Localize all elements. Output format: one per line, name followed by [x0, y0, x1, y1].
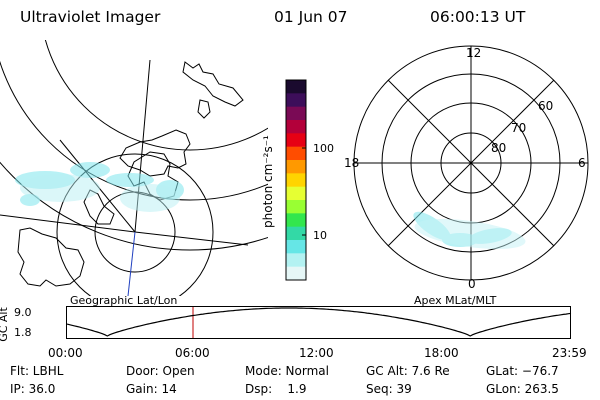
lat-circle [44, 40, 268, 151]
status-filter: Flt: LBHL [10, 364, 64, 378]
time-tick-0000: 00:00 [48, 346, 83, 360]
status-seq: Seq: 39 [366, 382, 412, 396]
mlat-70-label: 70 [511, 121, 527, 135]
geographic-caption: Geographic Lat/Lon [70, 294, 178, 307]
time-label: 06:00:13 UT [430, 8, 526, 26]
coastline [119, 129, 191, 177]
colorbar-segment [286, 186, 306, 201]
altitude-curve [66, 307, 572, 337]
colorbar-unit-label: photon cm⁻²s⁻¹ [261, 135, 275, 228]
colorbar: photon cm⁻²s⁻¹ [261, 79, 307, 281]
mlat-80-label: 80 [491, 141, 507, 155]
colorbar-segment [286, 106, 306, 121]
colorbar-segment [286, 146, 306, 161]
colorbar-segment [286, 226, 306, 241]
apex-polar-plot [353, 45, 589, 281]
colorbar-segment [286, 80, 306, 94]
colorbar-tick-10: 10 [313, 229, 327, 242]
colorbar-tick-100: 100 [313, 142, 334, 155]
colorbar-segment [286, 120, 306, 134]
altitude-ylabel: GC Alt [0, 307, 10, 342]
status-gc-alt: GC Alt: 7.6 Re [366, 364, 450, 378]
mlt-6-label: 6 [578, 156, 586, 170]
coastline [83, 189, 115, 225]
status-glon: GLon: 263.5 [486, 382, 559, 396]
time-tick-1800: 18:00 [424, 346, 459, 360]
colorbar-gradient [286, 80, 306, 281]
status-gain: Gain: 14 [126, 382, 177, 396]
colorbar-segment [286, 160, 306, 174]
meridian-line [0, 214, 136, 233]
altitude-ytick-1-8: 1.8 [14, 326, 32, 339]
lat-circle [56, 153, 214, 296]
meridian-line [127, 231, 136, 296]
lat-circle [0, 60, 268, 201]
meridian-line [134, 231, 249, 246]
apex-caption: Apex MLat/MLT [414, 294, 497, 307]
colorbar-segment [286, 253, 306, 268]
altitude-ytick-9: 9.0 [14, 306, 32, 319]
altitude-plot [66, 306, 572, 339]
date-label: 01 Jun 07 [274, 8, 348, 26]
time-tick-0600: 06:00 [175, 346, 210, 360]
instrument-title: Ultraviolet Imager [20, 8, 161, 26]
geographic-map [0, 40, 268, 296]
status-mode: Mode: Normal [245, 364, 329, 378]
coastline [17, 227, 85, 287]
time-tick-1200: 12:00 [299, 346, 334, 360]
lat-circle [0, 161, 268, 251]
mlat-60-label: 60 [538, 99, 554, 113]
colorbar-segment [286, 213, 306, 228]
status-dsp: Dsp: 1.9 [245, 382, 307, 396]
coastline [182, 61, 244, 107]
status-door: Door: Open [126, 364, 195, 378]
colorbar-segment [286, 173, 306, 188]
mlt-18-label: 18 [344, 156, 360, 170]
coastline [197, 99, 211, 119]
colorbar-segment [286, 266, 306, 281]
time-tick-2359: 23:59 [552, 346, 587, 360]
status-ip: IP: 36.0 [10, 382, 56, 396]
colorbar-segment [286, 240, 306, 254]
colorbar-segment [286, 93, 306, 108]
colorbar-segment [286, 200, 306, 214]
colorbar-segment [286, 133, 306, 148]
mlt-12-label: 12 [466, 46, 482, 60]
mlt-0-label: 0 [468, 277, 476, 291]
status-glat: GLat: −76.7 [486, 364, 559, 378]
